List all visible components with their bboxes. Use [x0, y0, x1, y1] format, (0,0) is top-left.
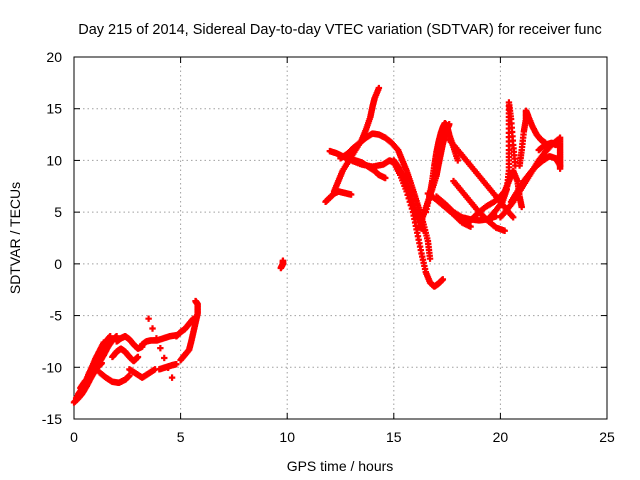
series-early-late-mid [173, 315, 197, 340]
y-tick-label: -5 [50, 308, 63, 324]
y-tick-label: 15 [46, 101, 62, 117]
data-point [157, 344, 164, 352]
series-early-cluster-a [96, 369, 133, 386]
series-early-rise-4 [77, 359, 105, 392]
series-late-end [535, 134, 564, 172]
data-point [161, 354, 168, 362]
data-point [126, 372, 133, 379]
data-point [375, 84, 383, 92]
series-early-cluster-d [126, 366, 159, 381]
data-point [149, 325, 156, 332]
data-point [168, 374, 176, 381]
series-late-dip [347, 157, 447, 290]
data-point [107, 333, 114, 340]
plot-frame [73, 56, 608, 420]
data-point [173, 360, 180, 368]
data-point [98, 359, 105, 367]
series-late-start-low [322, 188, 355, 205]
x-tick-label: 25 [599, 429, 615, 445]
data-point [426, 255, 434, 262]
series-early-cluster-b [109, 345, 142, 365]
x-tick-label: 10 [279, 429, 295, 445]
x-tick-label: 15 [386, 429, 402, 445]
y-axis-title: SDTVAR / TECUs [7, 182, 23, 294]
x-tick-label: 20 [493, 429, 509, 445]
data-point [509, 214, 517, 221]
series-late-rise-2 [507, 153, 564, 205]
series-late-cross [390, 157, 427, 234]
data-point [190, 315, 197, 322]
series-late-steep-1 [330, 84, 383, 195]
series-early-late-rise [177, 297, 201, 364]
data-point [192, 297, 199, 305]
chart-title: Day 215 of 2014, Sidereal Day-to-day VTE… [78, 22, 602, 38]
data-point [153, 335, 160, 342]
data-point [420, 227, 427, 234]
data-point [439, 276, 447, 283]
x-tick-labels: 0 5 10 15 20 25 [70, 429, 615, 445]
data-point [518, 203, 525, 211]
x-tick-label: 0 [70, 429, 78, 445]
data-point [501, 227, 508, 234]
data-point [382, 174, 389, 182]
x-tick-label: 5 [177, 429, 185, 445]
data-point [347, 191, 355, 198]
data-point [134, 353, 142, 361]
series-early-cluster-c [113, 333, 146, 352]
y-tick-label: -15 [42, 411, 62, 427]
data-points [70, 84, 564, 406]
y-tick-label: -10 [42, 359, 62, 375]
x-axis-title: GPS time / hours [287, 458, 394, 474]
y-tick-label: 0 [54, 256, 62, 272]
data-point [279, 257, 287, 264]
y-tick-label: 5 [54, 204, 62, 220]
y-tick-label: 10 [46, 152, 62, 168]
data-point [100, 339, 108, 346]
data-point [467, 223, 474, 230]
series-mid-isolated [277, 257, 287, 272]
data-point [164, 364, 172, 372]
data-point [556, 165, 564, 172]
series-late-peak-4 [516, 107, 549, 169]
data-point [145, 315, 152, 322]
y-tick-label: 20 [46, 49, 62, 65]
series-early-isolated [145, 315, 176, 381]
data-point [454, 157, 461, 164]
y-tick-labels: -15 -10 -5 0 5 10 15 20 [42, 49, 62, 427]
series-late-sawtooth-2 [486, 99, 519, 221]
